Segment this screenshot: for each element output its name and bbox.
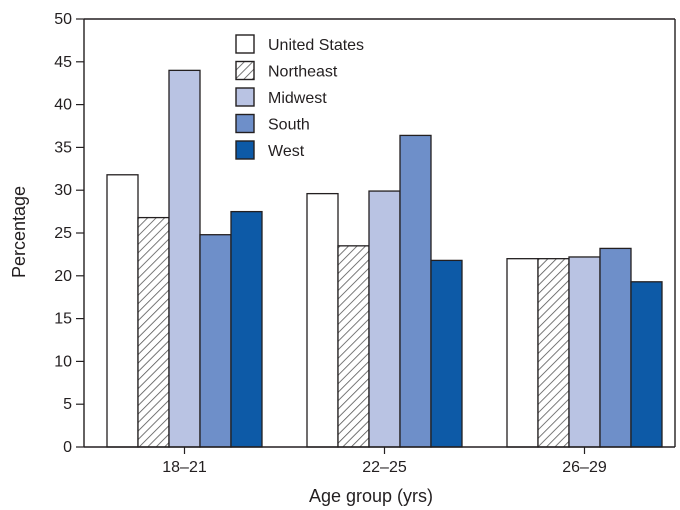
y-tick-label: 5 [63,396,72,413]
y-tick-label: 50 [54,11,72,28]
bar-west-3 [630,281,663,448]
bar-west-2 [430,259,463,448]
axes [83,18,676,448]
bar-midwest-2 [368,190,401,448]
y-tick-label: 35 [54,139,72,156]
legend: United States Northeast Midwest South West [235,34,364,160]
legend-label: United States [268,37,364,54]
y-axis-title: Percentage [9,186,29,278]
bar-west-1 [230,210,263,448]
y-tick-label: 15 [54,311,72,328]
bar-united-states-2 [306,192,339,448]
y-tick-label: 45 [54,54,72,71]
y-tick-label: 0 [63,439,72,456]
x-tick-label: 18–21 [162,459,207,476]
bar-united-states-1 [106,174,139,448]
x-axis-title: Age group (yrs) [309,486,433,506]
x-tick-label: 22–25 [362,459,407,476]
y-tick-label: 20 [54,268,72,285]
y-tick-label: 30 [54,182,72,199]
legend-label: Northeast [268,64,338,81]
bar-northeast-3 [537,258,570,448]
legend-label: South [268,117,310,134]
legend-label: West [268,143,305,160]
bar-midwest-1 [168,69,201,448]
legend-swatch-west [235,140,255,160]
bar-south-3 [599,247,632,448]
bar-midwest-3 [568,256,601,448]
legend-swatch-south [235,113,255,134]
x-tick-label: 26–29 [562,459,607,476]
bar-northeast-1 [137,216,170,448]
y-tick-label: 25 [54,225,72,242]
y-axis-ticks: 0 5 10 15 20 25 30 35 40 45 50 [54,11,84,456]
bar-united-states-3 [506,258,539,448]
legend-label: Midwest [268,90,327,107]
y-tick-label: 40 [54,97,72,114]
bar-south-1 [199,234,232,448]
legend-swatch-midwest [235,87,255,107]
legend-swatch-northeast [235,60,255,81]
y-tick-label: 10 [54,353,72,370]
x-axis-tick-labels: 18–21 22–25 26–29 [162,447,607,476]
legend-swatch-united-states [235,34,255,54]
bars-group [106,69,663,448]
bar-south-2 [399,134,432,448]
bar-northeast-2 [337,245,370,448]
